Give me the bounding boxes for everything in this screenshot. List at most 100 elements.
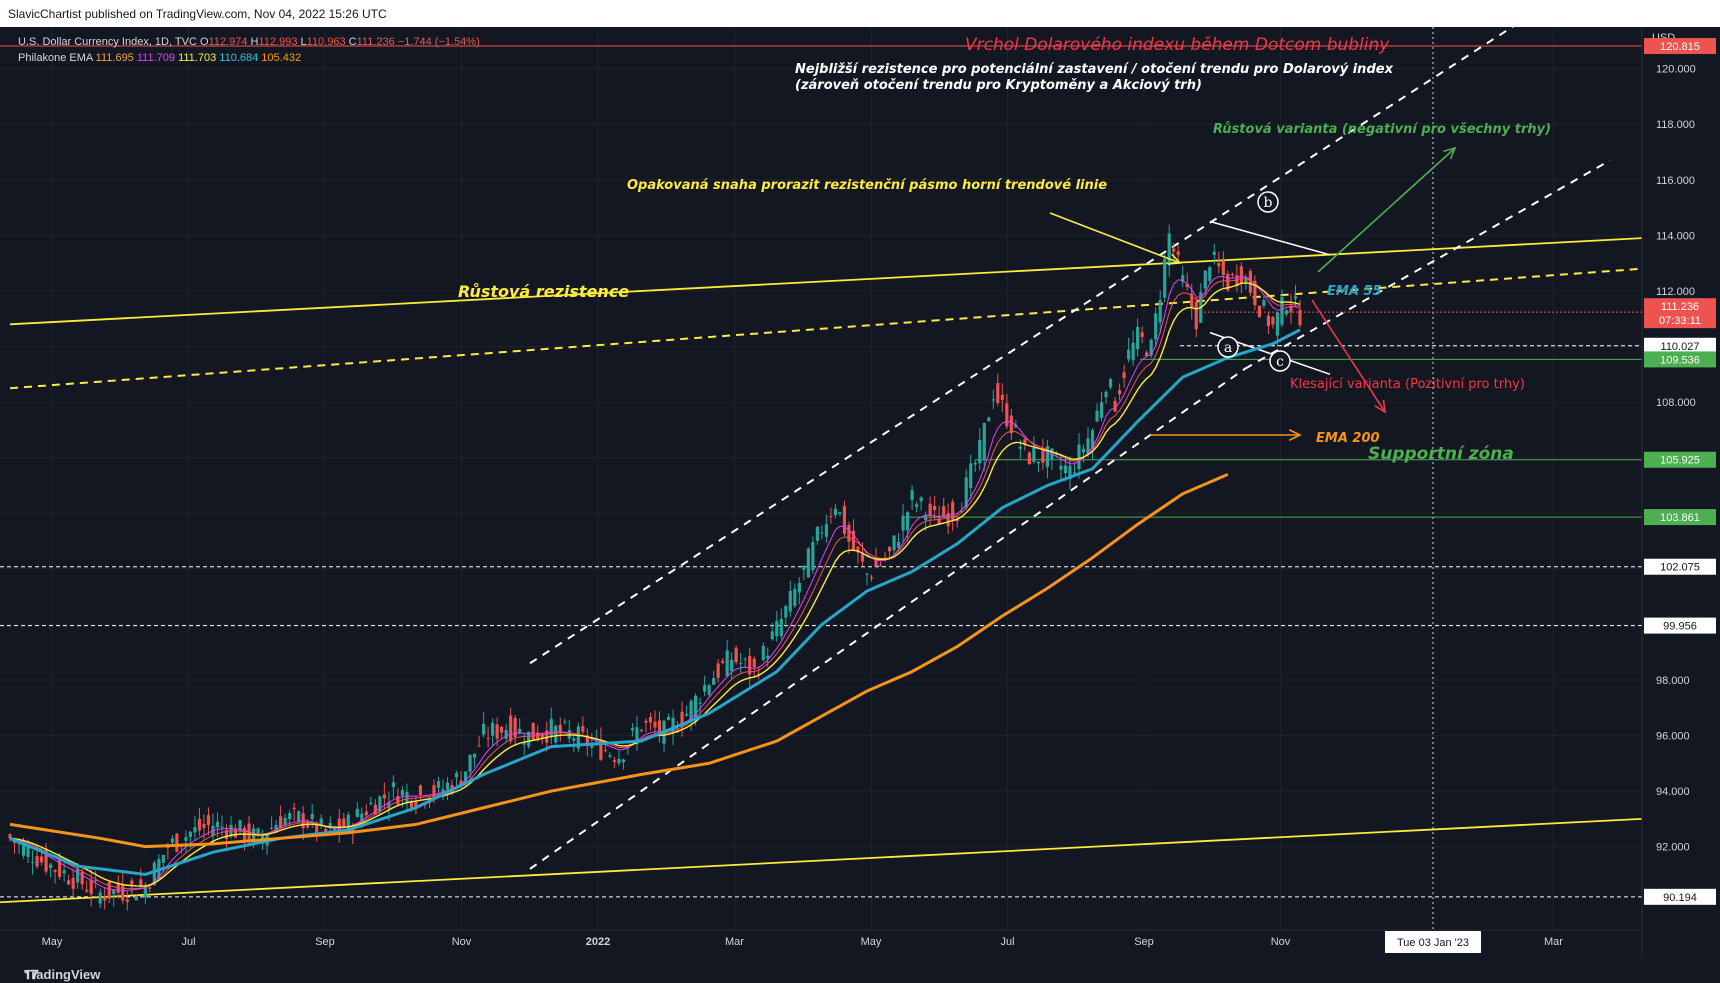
candle-body xyxy=(833,508,837,516)
price-label-box xyxy=(1644,451,1716,468)
candle-body xyxy=(739,663,743,665)
candle-body xyxy=(324,828,328,832)
candle-body xyxy=(671,717,675,734)
y-tick-label: 118.000 xyxy=(1656,119,1695,131)
candle-body xyxy=(748,655,752,675)
candle-body xyxy=(1077,444,1081,470)
candle-body xyxy=(409,801,414,808)
price-label: 102.075 xyxy=(1660,562,1700,574)
candle-body xyxy=(49,864,53,869)
price-label: 99.956 xyxy=(1663,621,1697,633)
price-axis[interactable]: 92.00094.00096.00098.000100.000102.00010… xyxy=(1641,27,1716,957)
ema-value-3: 111.703 xyxy=(178,52,217,64)
candles-layer xyxy=(8,224,1302,911)
annotation-text: EMA 55 xyxy=(1327,284,1382,299)
candle-body xyxy=(1122,372,1126,379)
candle-body xyxy=(946,513,950,527)
candle-body xyxy=(1068,465,1072,480)
candle-body xyxy=(360,813,364,825)
candle-body xyxy=(463,771,468,781)
candle-body xyxy=(103,896,107,901)
candle-body xyxy=(919,497,923,502)
candle-body xyxy=(1289,305,1293,312)
candle-body xyxy=(369,802,373,805)
candle-body xyxy=(391,782,395,788)
candle-body xyxy=(306,823,310,828)
candle-body xyxy=(504,730,508,739)
price-label: 120.815 xyxy=(1660,41,1700,53)
candle-body xyxy=(901,515,905,531)
candle-body xyxy=(982,422,986,460)
candle-body xyxy=(315,822,319,833)
candle-body xyxy=(1041,449,1045,463)
candle-body xyxy=(337,818,341,831)
candle-body xyxy=(896,541,901,548)
candle-body xyxy=(621,759,626,763)
ohlc-value-H: 112.993 xyxy=(258,36,298,48)
candle-body xyxy=(107,881,111,899)
candle-body xyxy=(1023,439,1027,445)
candle-body xyxy=(215,821,220,828)
x-tick-label: Sep xyxy=(1134,936,1154,948)
arrow-growth xyxy=(1317,147,1456,273)
candle-body xyxy=(1235,275,1239,287)
candle-body xyxy=(910,490,914,501)
chart-canvas[interactable]: Vrchol Dolarového indexu během Dotcom bu… xyxy=(0,27,1720,957)
candle-body xyxy=(1131,342,1135,361)
price-label-box xyxy=(1644,38,1716,55)
candle-body xyxy=(125,899,129,902)
candle-body xyxy=(134,896,138,901)
candle-body xyxy=(770,631,774,640)
candle-body xyxy=(554,725,558,743)
grid xyxy=(0,27,1642,930)
candle-body xyxy=(869,577,874,579)
wave-label-circle xyxy=(1257,191,1279,213)
candle-body xyxy=(960,510,964,513)
candle-body xyxy=(130,880,134,885)
candle-body xyxy=(454,772,459,778)
y-tick-label: 112.000 xyxy=(1656,286,1695,298)
candle-body xyxy=(793,589,797,606)
candle-body xyxy=(1059,465,1063,470)
annotation-text: (zároveň otočení trendu pro Kryptoměny a… xyxy=(795,78,1202,93)
candle-body xyxy=(838,512,842,514)
time-axis[interactable]: May Jul Sep Nov 2022 Mar May Jul Sep Nov Mar Tue 03… xyxy=(0,929,1642,953)
candle-body xyxy=(635,727,639,745)
candle-body xyxy=(378,796,382,812)
candle-body xyxy=(166,846,170,848)
candle-body xyxy=(414,801,418,808)
candle-body xyxy=(1095,410,1099,422)
candle-body xyxy=(1108,379,1113,388)
ema-layer xyxy=(9,275,1301,891)
candle-body xyxy=(1081,448,1086,453)
candle-body xyxy=(288,813,292,820)
candle-body xyxy=(878,564,883,566)
candle-body xyxy=(694,695,698,718)
candle-body xyxy=(892,535,896,551)
candle-body xyxy=(617,758,621,764)
candle-body xyxy=(8,834,12,839)
candle-body xyxy=(996,383,1000,404)
candle-body xyxy=(238,820,242,830)
annotation-text: Supportní zóna xyxy=(1368,444,1514,464)
x-tick-label: Mar xyxy=(725,936,744,948)
candle-body xyxy=(161,854,165,863)
candle-body xyxy=(1127,349,1131,360)
y-tick-label: 108.000 xyxy=(1656,397,1696,409)
candle-body xyxy=(509,715,513,742)
candle-body xyxy=(53,869,57,872)
candle-body xyxy=(531,722,535,740)
candle-body xyxy=(1226,273,1230,291)
price-label: 105.925 xyxy=(1660,455,1700,467)
candle-body xyxy=(689,700,693,721)
candle-body xyxy=(270,827,274,829)
candle-body xyxy=(585,735,589,747)
candle-body xyxy=(951,501,955,520)
price-label: 110.027 xyxy=(1661,341,1700,353)
drawing-layer xyxy=(0,27,1643,930)
candle-body xyxy=(1253,280,1257,306)
annotation-text: Klesající varianta (Pozitivní pro trhy) xyxy=(1290,377,1525,392)
channel-lower xyxy=(529,367,1246,870)
ohlc-value-C: 111.236 xyxy=(356,36,395,48)
candle-body xyxy=(1284,310,1289,315)
